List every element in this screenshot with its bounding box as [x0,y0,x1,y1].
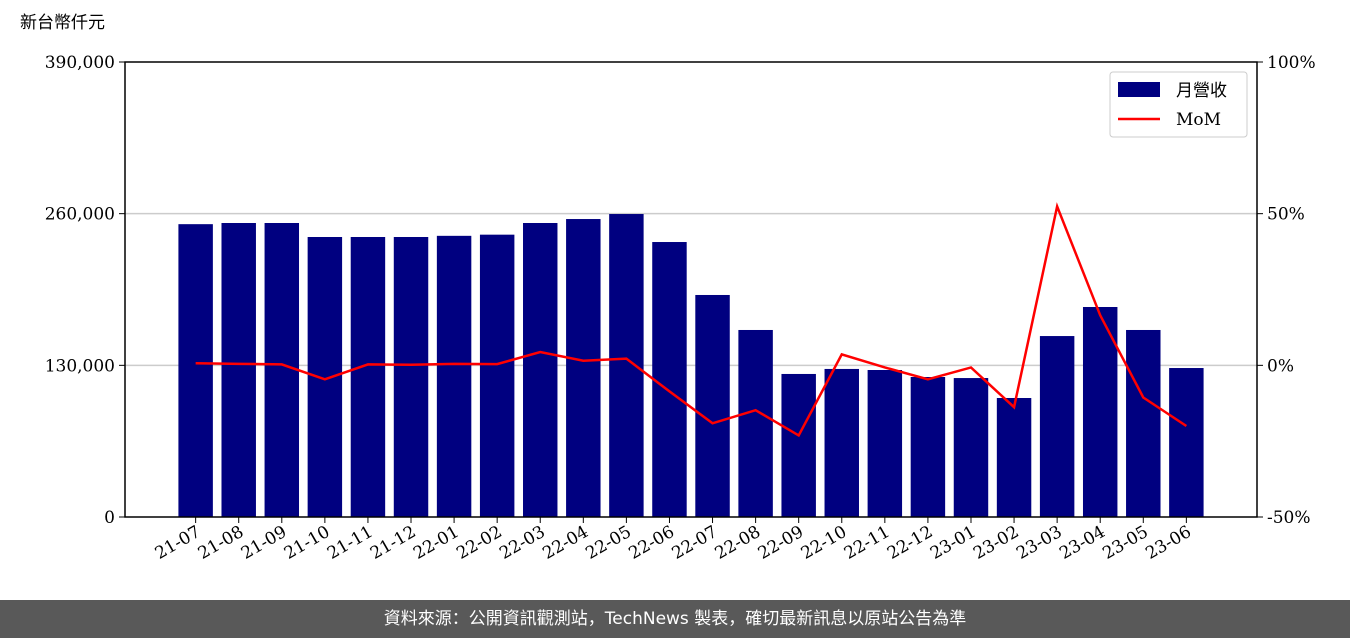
y-tick-label: 260,000 [45,205,115,225]
x-tick-label: 22-09 [755,522,807,564]
x-tick-label: 23-04 [1056,522,1108,564]
legend-swatch [1118,82,1160,97]
x-tick-label: 23-06 [1142,522,1194,564]
x-tick-label: 22-02 [453,522,505,564]
x-tick-label: 21-10 [281,522,333,564]
bar [436,235,472,518]
bar [479,234,515,517]
chart: 新台幣仟元 0 130,000 260,000 390,000 -50% 0% 50% 100… [20,13,1316,564]
x-tick-label: 22-12 [884,522,936,564]
x-tick-label: 22-01 [410,522,462,564]
x-tick-label: 21-12 [367,522,419,564]
x-tick-label: 23-02 [970,522,1022,564]
bar [781,373,816,517]
bar [1082,307,1118,517]
x-tick-label: 22-10 [798,522,850,564]
bar [953,378,989,517]
bar [178,224,213,517]
x-tick-label: 22-07 [669,522,721,564]
y-tick-label: 390,000 [45,53,115,73]
y-axis-label: 新台幣仟元 [20,13,105,33]
x-tick-label: 22-06 [626,522,678,564]
bar [910,377,946,517]
x-tick-label: 22-03 [496,522,548,564]
bar [996,398,1032,517]
bar [523,223,558,517]
bar [1039,336,1075,517]
bar [609,214,644,517]
x-tick-label: 22-05 [582,522,634,564]
y2-tick-label: 50% [1267,205,1305,225]
bar [824,368,859,517]
source-note: 資料來源：公開資訊觀測站，TechNews 製表，確切最新訊息以原站公告為準 [0,600,1350,638]
x-tick-label: 21-11 [324,522,376,564]
x-tick-label: 22-08 [712,522,764,564]
legend-label: 月營收 [1176,81,1227,101]
bar [221,223,256,517]
y-tick-label: 0 [104,508,115,528]
bar [695,294,730,517]
y2-tick-label: 100% [1267,53,1316,73]
x-tick-label: 21-07 [152,522,204,564]
y-tick-label: 130,000 [45,356,115,376]
x-tick-label: 22-11 [841,522,893,564]
bar [1126,329,1161,517]
bar [264,223,300,517]
x-tick-label: 23-05 [1099,522,1151,564]
plot-frame [124,61,1258,518]
mom-line [195,202,1188,438]
x-tick-label: 23-03 [1013,522,1065,564]
y2-tick-label: -50% [1267,508,1311,528]
bar [350,237,386,517]
bar [738,329,773,517]
bar [1169,368,1204,517]
legend-label: MoM [1176,110,1221,130]
bar [566,219,601,518]
bar [652,242,687,517]
bar [867,370,903,517]
bar [307,237,343,517]
bar [393,237,429,517]
x-tick-label: 23-01 [927,522,979,564]
x-tick-label: 21-08 [195,522,247,564]
y2-tick-label: 0% [1267,356,1294,376]
x-tick-label: 22-04 [539,522,591,564]
x-tick-label: 21-09 [238,522,290,564]
